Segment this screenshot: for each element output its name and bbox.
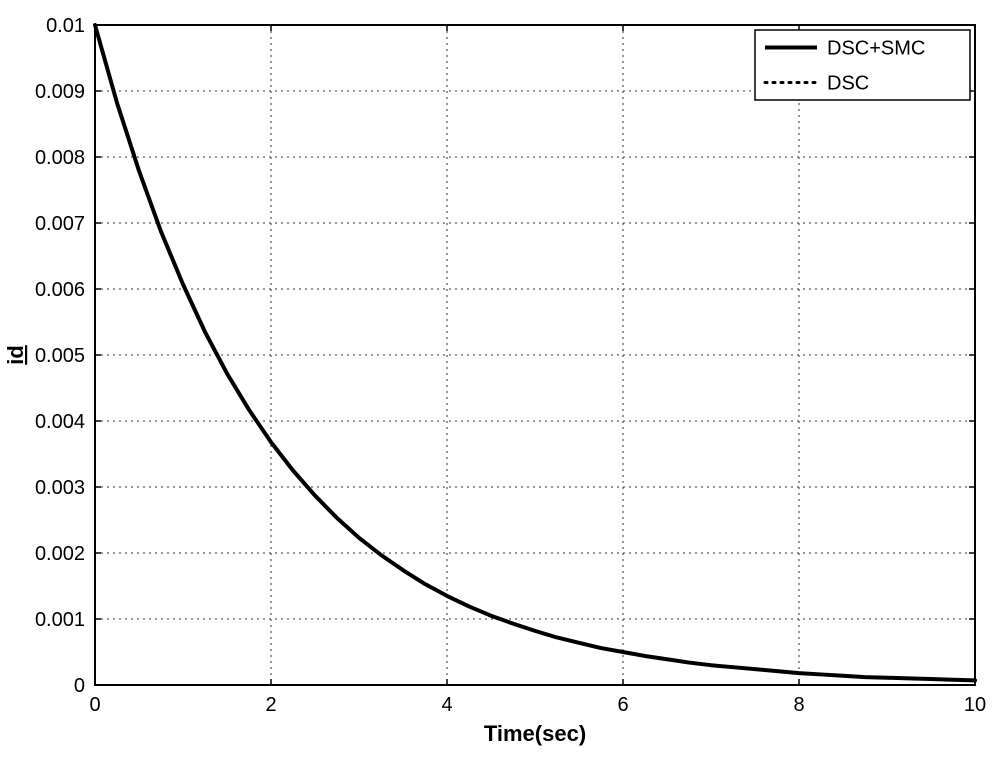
legend: DSC+SMC DSC [755,30,970,100]
x-tick-label: 0 [89,694,100,716]
x-tick-label: 10 [964,694,986,716]
x-tick-label: 2 [265,694,276,716]
chart-background [0,0,1000,768]
x-tick-label: 4 [441,694,452,716]
legend-label: DSC [827,73,869,95]
y-tick-label: 0.01 [46,15,85,37]
x-tick-label: 6 [617,694,628,716]
y-tick-label: 0.005 [35,345,85,367]
y-tick-label: 0.004 [35,411,85,433]
y-tick-label: 0.002 [35,543,85,565]
x-tick-label: 8 [793,694,804,716]
y-axis-label: id [3,345,28,365]
y-tick-label: 0 [74,675,85,697]
legend-label: DSC+SMC [827,38,925,60]
y-tick-label: 0.001 [35,609,85,631]
y-tick-label: 0.009 [35,81,85,103]
y-tick-label: 0.003 [35,477,85,499]
y-tick-label: 0.008 [35,147,85,169]
x-axis-label: Time(sec) [484,721,586,746]
y-tick-label: 0.006 [35,279,85,301]
y-tick-label: 0.007 [35,213,85,235]
line-chart: 0 2 4 6 8 10 0 0.001 0.002 0.003 0.004 0.005 0.006 0… [0,0,1000,768]
